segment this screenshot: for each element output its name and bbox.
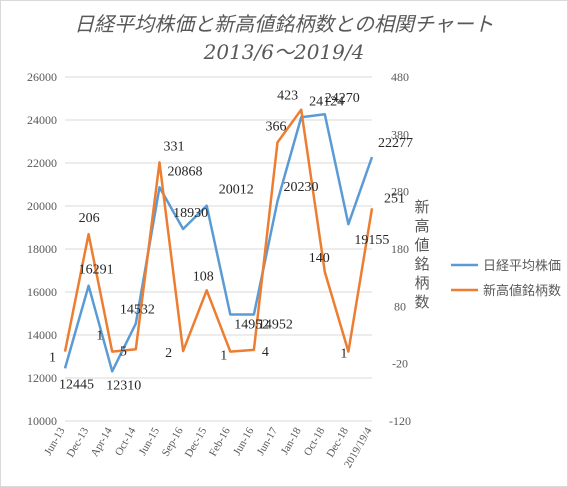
- legend-label: 新高値銘柄数: [483, 283, 561, 298]
- data-label: 4: [262, 345, 269, 360]
- x-tick-label: Jun-16: [231, 425, 257, 457]
- data-label: 251: [384, 191, 405, 206]
- data-label: 24124: [309, 94, 344, 109]
- x-tick-label: Dec-13: [65, 425, 92, 459]
- data-label: 14952: [234, 318, 269, 333]
- x-tick-label: Jun-13: [42, 425, 68, 457]
- x-tick-label: Jun-17: [255, 425, 281, 457]
- y-left-tick-label: 18000: [27, 242, 57, 256]
- data-label: 18930: [173, 206, 208, 221]
- y-right-axis-label-char: 値: [414, 237, 429, 254]
- y-left-tick-label: 14000: [27, 328, 57, 342]
- y-left-tick-label: 12000: [27, 371, 57, 385]
- chart-title-line-2: 2013/6～2019/4: [203, 40, 365, 64]
- data-label: 140: [309, 251, 330, 266]
- data-label: 14532: [120, 303, 155, 318]
- data-label: 14952: [258, 318, 293, 333]
- y-left-tick-label: 16000: [27, 285, 57, 299]
- data-label: 20868: [167, 164, 202, 179]
- y-left-tick-label: 26000: [27, 70, 57, 84]
- x-tick-label: Dec-15: [183, 425, 210, 459]
- series-line-blue: [63, 112, 374, 373]
- data-label: 366: [266, 119, 287, 134]
- data-label: 1: [96, 329, 103, 344]
- data-label: 1: [220, 349, 227, 364]
- x-tick-label: Apr-14: [89, 425, 115, 459]
- x-tick-label: Oct-14: [113, 425, 139, 458]
- y-right-axis-label-char: 数: [414, 294, 429, 311]
- y-left-tick-label: 20000: [27, 199, 57, 213]
- data-label: 20230: [284, 180, 319, 195]
- legend-label: 日経平均株価: [483, 258, 561, 273]
- y-right-tick-label: 180: [391, 242, 409, 256]
- data-label: 12310: [106, 378, 141, 393]
- data-label: 12445: [59, 377, 94, 392]
- data-label: 5: [120, 344, 127, 359]
- y-left-tick-label: 22000: [27, 156, 57, 170]
- y-right-tick-label: -120: [389, 414, 411, 428]
- y-right-axis-label-char: 新: [414, 199, 429, 216]
- data-label: 19155: [354, 233, 389, 248]
- y-right-axis-label-char: 銘: [414, 256, 429, 273]
- data-label: 108: [193, 269, 214, 284]
- data-label: 16291: [79, 263, 114, 278]
- y-left-tick-label: 24000: [27, 113, 57, 127]
- data-label: 22277: [378, 136, 413, 151]
- chart-title-line-1: 日経平均株価と新高値銘柄数との相関チャート: [74, 12, 494, 36]
- data-label: 2: [165, 346, 172, 361]
- data-label: 423: [277, 89, 298, 104]
- data-label: 24270: [325, 91, 360, 106]
- y-left-tick-label: 10000: [27, 414, 57, 428]
- y-right-tick-label: 280: [391, 185, 409, 199]
- data-label: 206: [79, 211, 100, 226]
- data-label: 20012: [219, 183, 254, 198]
- y-right-axis-label-char: 高: [414, 218, 429, 235]
- data-label: 331: [163, 139, 184, 154]
- y-right-axis-label-char: 柄: [414, 275, 429, 292]
- y-right-tick-label: 480: [391, 70, 409, 84]
- data-label: 1: [49, 351, 56, 366]
- x-tick-label: Feb-16: [207, 425, 233, 458]
- x-tick-label: Jan-18: [279, 425, 304, 457]
- data-label: 1: [340, 347, 347, 362]
- y-right-tick-label: -20: [392, 357, 408, 371]
- series-line-orange: [63, 108, 374, 353]
- y-right-tick-label: 380: [391, 127, 409, 141]
- y-right-tick-label: 80: [394, 299, 406, 313]
- x-tick-label: Jun-15: [137, 425, 163, 457]
